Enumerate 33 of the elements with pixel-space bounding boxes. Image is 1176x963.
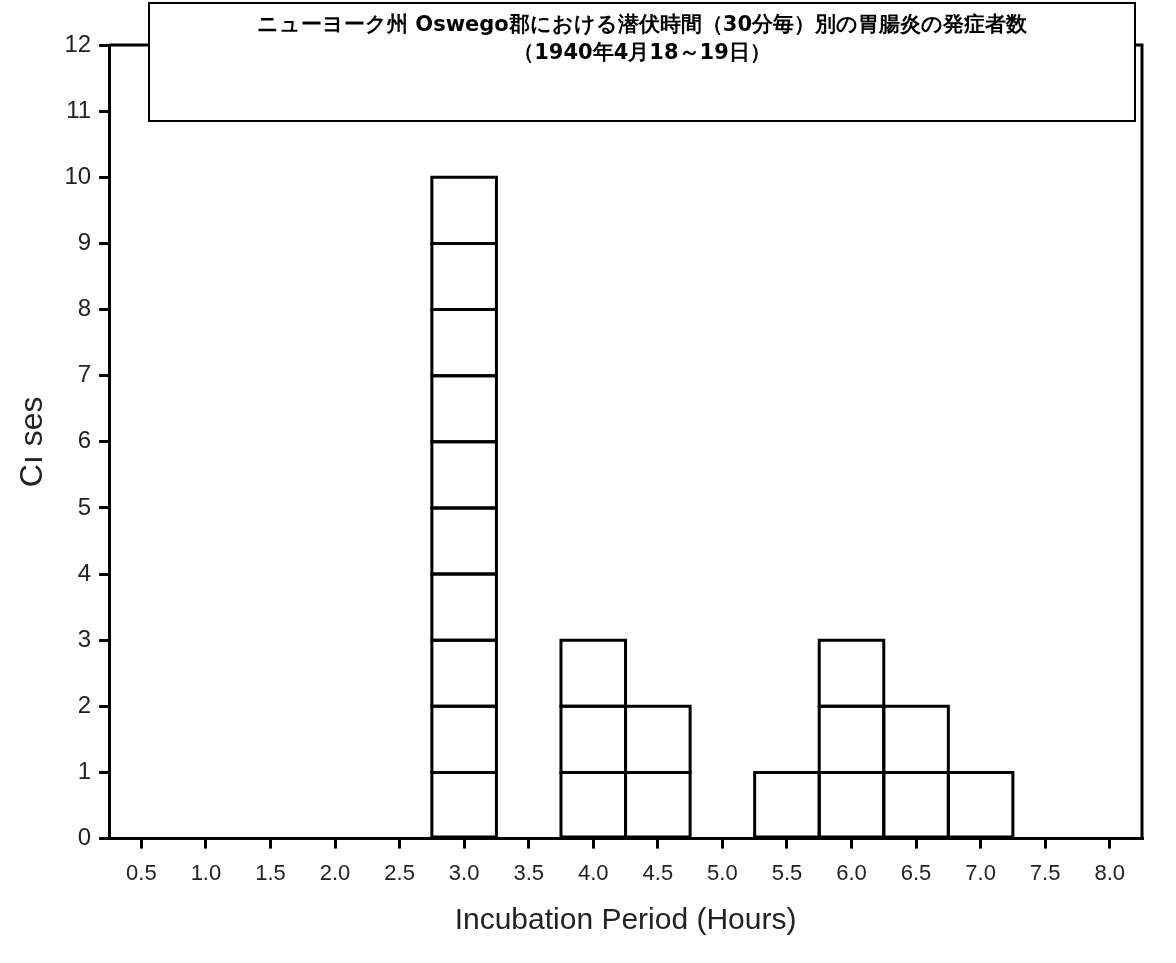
y-tick-label: 5 [77, 492, 92, 520]
x-tick-label: 1.0 [190, 859, 222, 885]
y-tick-label: 4 [77, 558, 92, 586]
x-tick-label: 0.5 [126, 859, 157, 885]
x-tick-label: 2.5 [384, 859, 415, 885]
x-tick-label: 6.0 [836, 859, 867, 885]
chart-subtitle: （1940年4月18～19日） [512, 39, 772, 66]
y-tick-label: 12 [64, 29, 92, 57]
y-tick-label: 3 [77, 624, 92, 652]
y-tick-label: 6 [77, 426, 92, 454]
x-tick-label: 5.0 [707, 859, 738, 885]
y-tick-label: 7 [77, 360, 92, 388]
y-tick-label: 10 [64, 161, 92, 189]
y-tick-label: 0 [77, 823, 92, 851]
x-tick-label: 2.0 [319, 859, 351, 885]
y-tick-label: 11 [66, 95, 92, 123]
x-tick-label: 6.5 [900, 859, 932, 885]
y-tick-label: 2 [77, 690, 92, 718]
chart-title: ニューヨーク州 Oswego郡における潜伏時間（30分毎）別の胃腸炎の発症者数 [256, 11, 1028, 38]
x-tick-label: 4.0 [577, 859, 609, 885]
x-tick-label: 7.5 [1029, 859, 1061, 885]
y-tick-label: 9 [77, 228, 92, 256]
x-tick-label: 4.5 [642, 859, 674, 885]
x-axis-title: Incubation Period (Hours) [454, 902, 797, 936]
y-axis-title: Cı ses [13, 396, 50, 488]
x-tick-label: 5.5 [771, 859, 803, 885]
y-tick-label: 8 [77, 294, 92, 322]
x-tick-label: 1.5 [255, 859, 286, 885]
x-tick-label: 3.0 [448, 859, 480, 885]
x-tick-label: 8.0 [1094, 859, 1126, 885]
y-tick-label: 1 [77, 757, 92, 785]
x-tick-label: 7.0 [965, 859, 996, 885]
x-tick-label: 3.5 [513, 859, 545, 885]
